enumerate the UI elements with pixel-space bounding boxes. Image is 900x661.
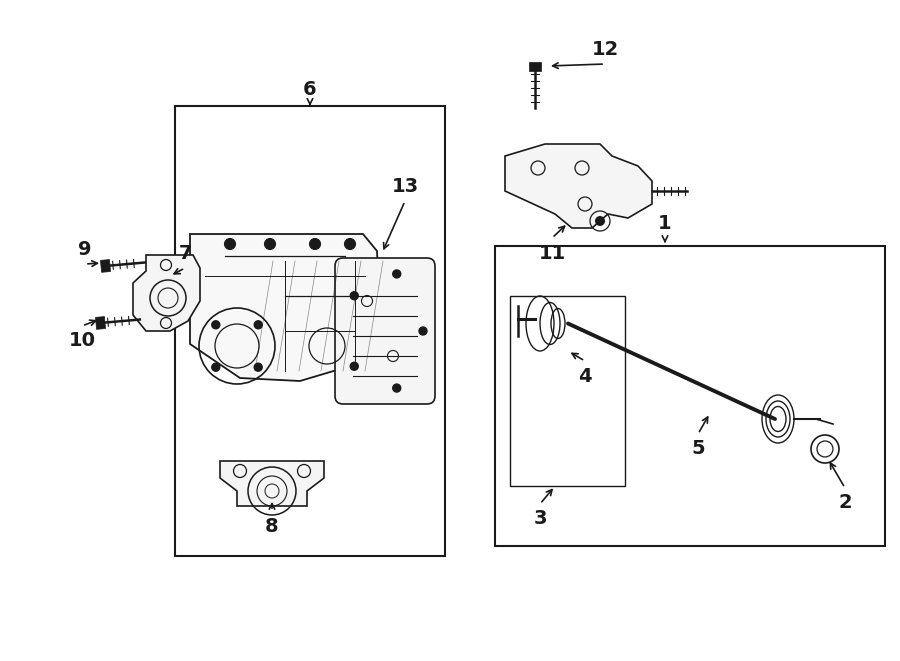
Text: 8: 8: [266, 516, 279, 535]
Text: 1: 1: [658, 214, 671, 233]
Text: 9: 9: [78, 239, 92, 258]
Text: 6: 6: [303, 79, 317, 98]
Text: 3: 3: [533, 510, 547, 529]
Polygon shape: [133, 255, 200, 331]
Circle shape: [265, 239, 275, 249]
Text: 11: 11: [538, 243, 565, 262]
Text: 13: 13: [392, 176, 418, 196]
Polygon shape: [190, 234, 380, 381]
Polygon shape: [95, 317, 105, 329]
Text: 7: 7: [178, 243, 192, 262]
Circle shape: [254, 363, 262, 371]
FancyBboxPatch shape: [335, 258, 435, 404]
Polygon shape: [529, 62, 541, 71]
Circle shape: [310, 239, 320, 249]
Circle shape: [350, 292, 358, 299]
Bar: [495, 246, 885, 546]
Circle shape: [254, 321, 262, 329]
Text: 5: 5: [691, 440, 705, 459]
Circle shape: [345, 239, 356, 249]
Polygon shape: [505, 144, 652, 228]
Text: 2: 2: [838, 494, 851, 512]
Bar: [175, 106, 445, 556]
Text: 4: 4: [578, 366, 592, 385]
Text: 12: 12: [591, 40, 618, 59]
Circle shape: [212, 363, 220, 371]
Circle shape: [224, 239, 236, 249]
Text: 10: 10: [68, 332, 95, 350]
Circle shape: [350, 362, 358, 370]
Circle shape: [212, 321, 220, 329]
Polygon shape: [101, 260, 111, 272]
Circle shape: [595, 216, 605, 226]
Circle shape: [392, 270, 400, 278]
Polygon shape: [220, 461, 324, 506]
Circle shape: [419, 327, 427, 335]
Circle shape: [392, 384, 400, 392]
Bar: [510, 296, 625, 486]
